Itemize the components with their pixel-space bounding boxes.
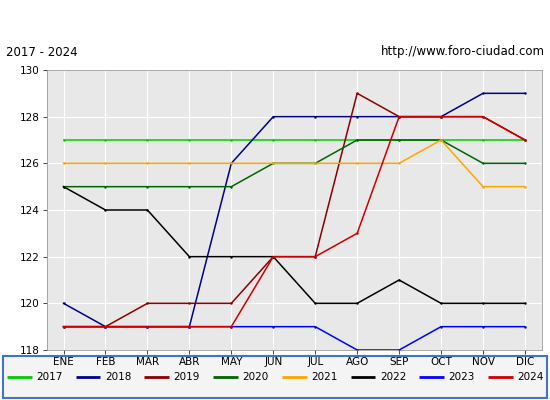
Text: 2018: 2018 — [104, 372, 131, 382]
Text: 2020: 2020 — [242, 372, 268, 382]
FancyBboxPatch shape — [3, 356, 547, 398]
Text: Evolucion num de emigrantes en Muelas de los Caballeros: Evolucion num de emigrantes en Muelas de… — [47, 12, 503, 26]
Text: 2021: 2021 — [311, 372, 337, 382]
Text: 2017 - 2024: 2017 - 2024 — [6, 46, 77, 58]
Text: 2024: 2024 — [517, 372, 543, 382]
Text: http://www.foro-ciudad.com: http://www.foro-ciudad.com — [381, 46, 544, 58]
Text: 2017: 2017 — [36, 372, 62, 382]
Text: 2022: 2022 — [379, 372, 406, 382]
Text: 2019: 2019 — [174, 372, 200, 382]
Text: 2023: 2023 — [449, 372, 475, 382]
